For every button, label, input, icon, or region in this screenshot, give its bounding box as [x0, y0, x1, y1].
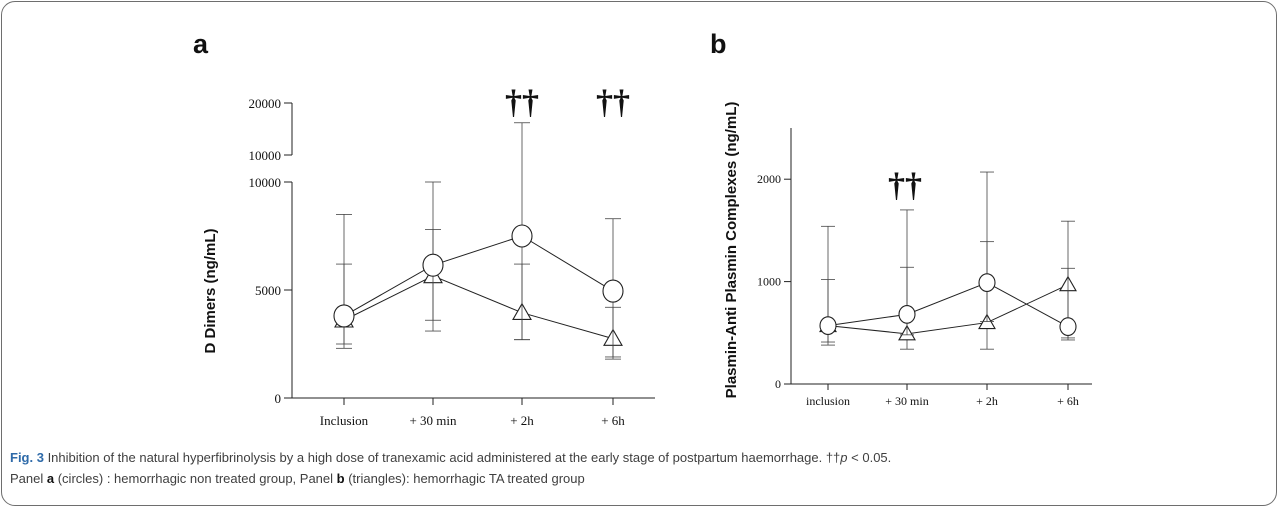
caption-line2-c: (triangles): hemorrhagic TA treated grou…: [344, 471, 585, 486]
panel-a-significance-mark: ††: [505, 84, 539, 121]
panel-b-y-tick-label: 1000: [757, 275, 781, 289]
panel-b-x-tick-label: + 2h: [976, 394, 998, 408]
panel-a-y-tick-label: 10000: [249, 175, 282, 190]
caption-line2-b: (circles) : hemorrhagic non treated grou…: [54, 471, 337, 486]
panel-b-x-tick-label: + 30 min: [885, 394, 928, 408]
panel-b-y-tick-label: 0: [775, 377, 781, 391]
caption-panel-a: a: [46, 471, 55, 486]
panel-a-circle-point: [511, 224, 533, 248]
panel-b-circle-point: [978, 273, 996, 292]
panel-b-x-tick-label: inclusion: [806, 394, 850, 408]
panel-a-y-tick-label: 10000: [249, 148, 282, 163]
panel-a-x-tick-label: + 30 min: [409, 413, 457, 428]
caption-significance: < 0.05.: [847, 450, 892, 465]
caption-line-2: Panel a (circles) : hemorrhagic non trea…: [10, 468, 1272, 489]
panel-a-y-axis-label: D Dimers (ng/mL): [202, 228, 219, 353]
caption-text: Inhibition of the natural hyperfibrinoly…: [43, 450, 841, 465]
panel-b-significance-mark: ††: [888, 167, 922, 204]
panel-a-circle-series-line: [343, 235, 614, 317]
panel-b-x-tick-label: + 6h: [1057, 394, 1079, 408]
panel-a-circle-point: [422, 253, 444, 277]
caption-panel-b: b: [336, 471, 345, 486]
caption-p-symbol: p: [840, 450, 848, 465]
panel-a-circle-point: [602, 279, 624, 303]
panel-b-circle-point: [819, 316, 837, 335]
panel-a-circle-point: [333, 304, 355, 328]
panel-a-x-tick-label: + 6h: [601, 413, 625, 428]
panel-a-x-tick-label: Inclusion: [320, 413, 369, 428]
panel-a-y-tick-label: 5000: [255, 283, 281, 298]
panel-a-y-tick-label: 20000: [249, 96, 282, 111]
caption-label: Fig. 3: [10, 450, 44, 465]
panel-a-y-tick-label: 0: [275, 391, 282, 406]
figure-charts: aD Dimers (ng/mL)05000100001000020000Inc…: [193, 29, 1092, 428]
panel-a-letter: a: [193, 29, 209, 59]
panel-b-circle-point: [898, 305, 916, 324]
panel-b-y-axis-label: Plasmin-Anti Plasmin Complexes (ng/mL): [723, 102, 740, 399]
figure-caption: Fig. 3 Inhibition of the natural hyperfi…: [10, 447, 1272, 489]
panel-b-triangle-series-line: [827, 284, 1069, 335]
panel-a-significance-mark: ††: [596, 84, 630, 121]
caption-line-1: Fig. 3 Inhibition of the natural hyperfi…: [10, 447, 1272, 468]
panel-b-y-tick-label: 2000: [757, 172, 781, 186]
panel-b-circle-point: [1059, 317, 1077, 337]
caption-line2-a: Panel: [10, 471, 47, 486]
panel-b-letter: b: [710, 29, 727, 59]
panel-a-x-tick-label: + 2h: [510, 413, 534, 428]
panel-a-triangle-series-line: [343, 275, 614, 340]
panel-b-circle-series-line: [827, 282, 1069, 328]
